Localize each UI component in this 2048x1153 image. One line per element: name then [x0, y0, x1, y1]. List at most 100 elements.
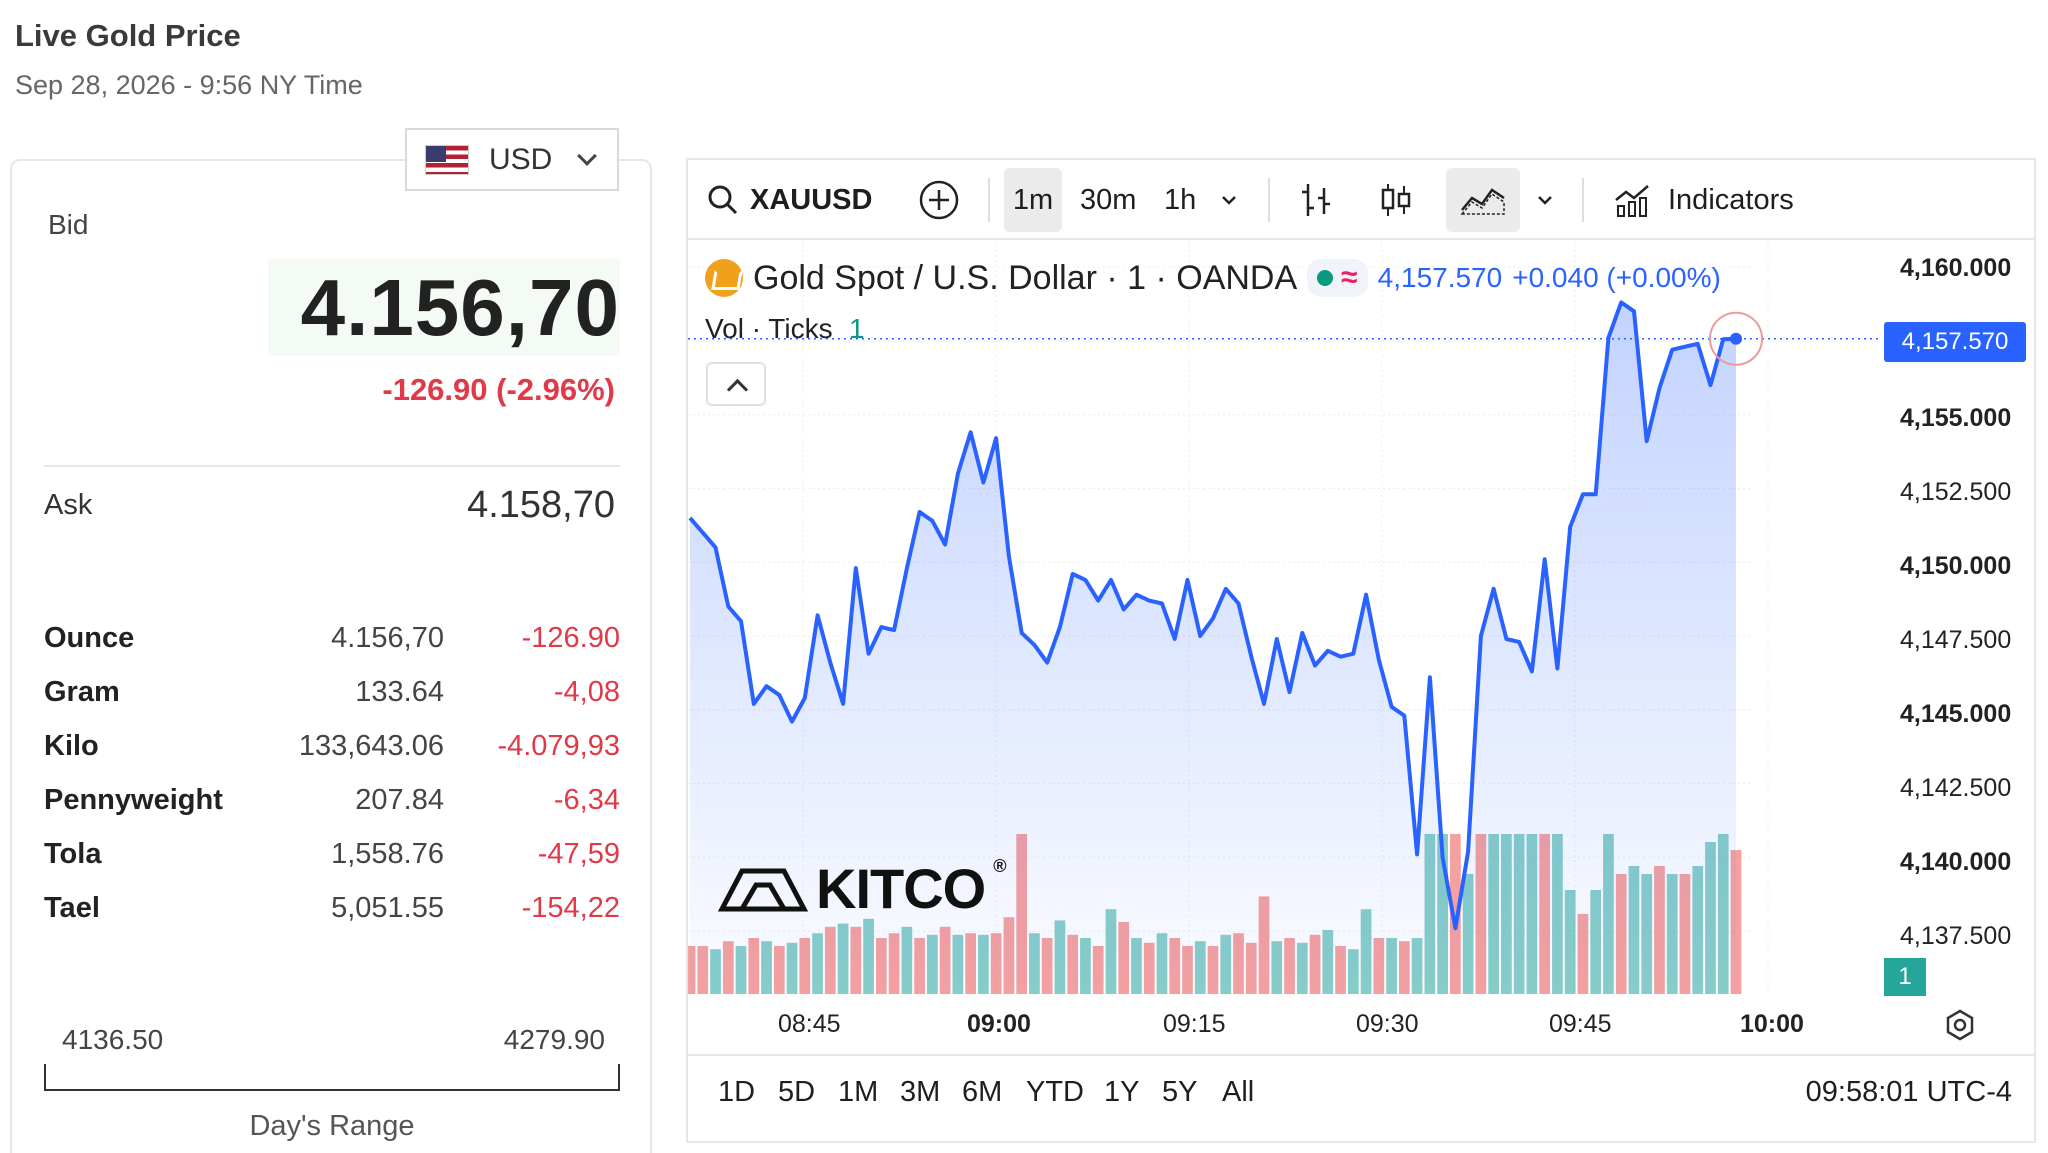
symbol-search[interactable]: XAUUSD [706, 160, 872, 240]
chart-legend: Gold Spot / U.S. Dollar · 1 · OANDA ≈ 4,… [705, 254, 1721, 302]
divider [44, 465, 620, 467]
kitco-logo: KITCO ® [718, 856, 1007, 921]
range-all[interactable]: All [1222, 1076, 1255, 1108]
chart-toolbar: XAUUSD 1m 30m 1h Indicators [688, 160, 2034, 240]
volume-tag: 1 [1884, 958, 1926, 996]
legend-change: +0.040 (+0.00%) [1512, 262, 1721, 293]
last-price-tag: 4,157.570 [1884, 322, 2026, 362]
y-tick: 4,152.500 [1900, 478, 2012, 506]
last-price-dot [1730, 332, 1742, 345]
unit-name: Gram [44, 676, 120, 708]
x-tick: 09:00 [967, 1010, 1031, 1038]
symbol-name: XAUUSD [750, 183, 873, 216]
toolbar-divider [1582, 178, 1584, 222]
unit-name: Tola [44, 838, 102, 870]
x-tick: 09:15 [1163, 1010, 1226, 1038]
unit-change: -126.90 [521, 622, 620, 654]
range-bar [44, 1064, 620, 1091]
unit-row-kilo: Kilo 133,643.06 -4.079,93 [44, 730, 620, 770]
unit-change: -154,22 [521, 892, 620, 924]
price-chart[interactable] [688, 240, 2034, 1054]
volume-bar [1450, 834, 1461, 994]
currency-select[interactable]: USD [405, 128, 619, 191]
unit-name: Pennyweight [44, 784, 223, 816]
chevron-down-icon [1538, 196, 1552, 205]
price-area [690, 302, 1736, 994]
chart-clock: 09:58:01 UTC-4 [1805, 1076, 2012, 1108]
unit-change: -47,59 [537, 838, 620, 870]
y-tick: 4,147.500 [1900, 626, 2012, 654]
gold-bars-icon [705, 259, 743, 297]
range-5y[interactable]: 5Y [1162, 1076, 1198, 1108]
toolbar-divider [1268, 178, 1270, 222]
unit-name: Tael [44, 892, 100, 924]
range-high: 4279.90 [503, 1024, 605, 1055]
bid-value: 4.156,70 [300, 263, 620, 352]
legend-collapse-button[interactable] [706, 362, 766, 406]
unit-name: Ounce [44, 622, 135, 654]
interval-30m[interactable]: 30m [1080, 183, 1137, 216]
y-tick: 4,142.500 [1900, 774, 2012, 802]
y-tick: 4,155.000 [1900, 404, 2012, 432]
range-1y[interactable]: 1Y [1104, 1076, 1140, 1108]
search-icon [708, 185, 738, 215]
bar-style-button[interactable] [1298, 160, 1334, 240]
registered-mark: ® [993, 856, 1006, 876]
area-style-button[interactable] [1446, 168, 1520, 232]
range-3m[interactable]: 3M [900, 1076, 941, 1108]
volume-legend-value: 1 [849, 313, 865, 344]
bid-label: Bid [48, 209, 89, 240]
us-flag-icon [425, 144, 469, 175]
volume-legend-label: Vol · Ticks [705, 313, 833, 344]
candles-icon [1381, 184, 1411, 216]
y-tick: 4,150.000 [1900, 552, 2012, 580]
unit-change: -4,08 [553, 676, 620, 708]
range-bar-bottom [688, 1054, 2034, 1142]
interval-1m[interactable]: 1m [1004, 168, 1062, 232]
unit-price: 133,643.06 [298, 730, 444, 762]
unit-row-gram: Gram 133.64 -4,08 [44, 676, 620, 716]
interval-dropdown[interactable] [1218, 160, 1240, 240]
range-1d[interactable]: 1D [718, 1076, 756, 1108]
range-6m[interactable]: 6M [962, 1076, 1003, 1108]
unit-row-pennyweight: Pennyweight 207.84 -6,34 [44, 784, 620, 824]
unit-price: 1,558.76 [331, 838, 444, 870]
toolbar-divider [988, 178, 990, 222]
logo-text: KITCO [816, 857, 986, 920]
indicators-button[interactable]: Indicators [1612, 160, 1794, 240]
unit-price: 207.84 [355, 784, 444, 816]
chevron-down-icon [1222, 196, 1236, 205]
ask-value: 4.158,70 [467, 484, 615, 526]
chart-settings-icon[interactable] [1943, 1008, 1977, 1042]
chart-style-dropdown[interactable] [1534, 160, 1556, 240]
delayed-data-icon: ≈ [1341, 261, 1358, 294]
chevron-down-icon [577, 145, 598, 166]
price-line [688, 300, 1737, 931]
indicators-icon [1615, 185, 1649, 217]
status-pill[interactable]: ≈ [1307, 259, 1368, 297]
range-ytd[interactable]: YTD [1026, 1076, 1084, 1108]
unit-price: 133.64 [355, 676, 444, 708]
unit-change: -6,34 [553, 784, 620, 816]
interval-1h[interactable]: 1h [1164, 183, 1197, 216]
kitco-mark-icon [718, 868, 808, 911]
area-chart-icon [1460, 188, 1505, 215]
unit-price: 5,051.55 [331, 892, 444, 924]
instrument-name: Gold Spot / U.S. Dollar · 1 · OANDA [753, 258, 1298, 297]
unit-row-tola: Tola 1,558.76 -47,59 [44, 838, 620, 878]
compare-button[interactable] [918, 160, 960, 240]
range-1m[interactable]: 1M [838, 1076, 879, 1108]
candle-style-button[interactable] [1378, 160, 1414, 240]
range-low: 4136.50 [62, 1024, 164, 1055]
indicators-label: Indicators [1668, 183, 1794, 216]
x-tick: 10:00 [1740, 1010, 1804, 1038]
page-subtitle: Sep 28, 2026 - 9:56 NY Time [15, 70, 363, 100]
unit-name: Kilo [44, 730, 99, 762]
unit-row-tael: Tael 5,051.55 -154,22 [44, 892, 620, 932]
y-tick: 4,137.500 [1900, 922, 2012, 950]
currency-value: USD [489, 142, 553, 176]
legend-last: 4,157.570 [1377, 262, 1503, 293]
x-tick: 09:45 [1549, 1010, 1612, 1038]
range-5d[interactable]: 5D [778, 1076, 816, 1108]
range-label: Day's Range [249, 1110, 415, 1142]
